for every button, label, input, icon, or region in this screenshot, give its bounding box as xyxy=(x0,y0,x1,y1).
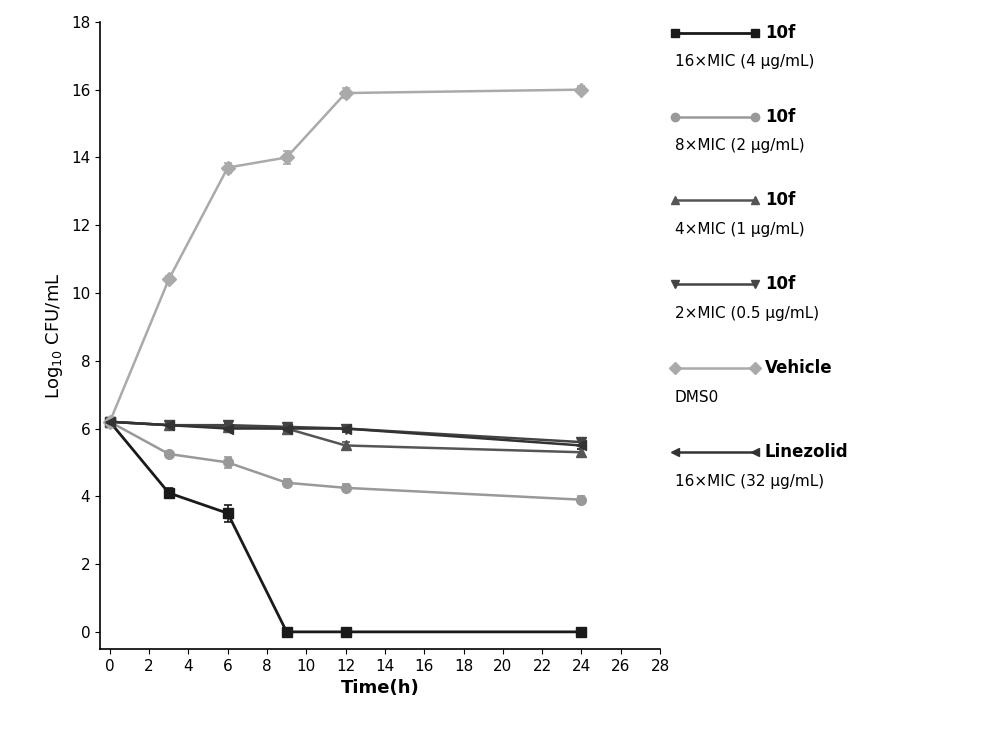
Text: 4×MIC (1 μg/mL): 4×MIC (1 μg/mL) xyxy=(675,222,805,237)
Text: 10f: 10f xyxy=(765,276,795,293)
Text: 16×MIC (4 μg/mL): 16×MIC (4 μg/mL) xyxy=(675,55,814,69)
Text: 10f: 10f xyxy=(765,192,795,209)
X-axis label: Time(h): Time(h) xyxy=(341,679,419,697)
Text: Linezolid: Linezolid xyxy=(765,443,849,461)
Text: 10f: 10f xyxy=(765,24,795,42)
Text: 2×MIC (0.5 μg/mL): 2×MIC (0.5 μg/mL) xyxy=(675,306,819,321)
Text: 10f: 10f xyxy=(765,108,795,125)
Text: DMS0: DMS0 xyxy=(675,390,719,405)
Text: 8×MIC (2 μg/mL): 8×MIC (2 μg/mL) xyxy=(675,139,805,153)
Text: Vehicle: Vehicle xyxy=(765,359,833,377)
Text: 16×MIC (32 μg/mL): 16×MIC (32 μg/mL) xyxy=(675,474,824,488)
Y-axis label: Log$_{10}$ CFU/mL: Log$_{10}$ CFU/mL xyxy=(44,272,65,399)
